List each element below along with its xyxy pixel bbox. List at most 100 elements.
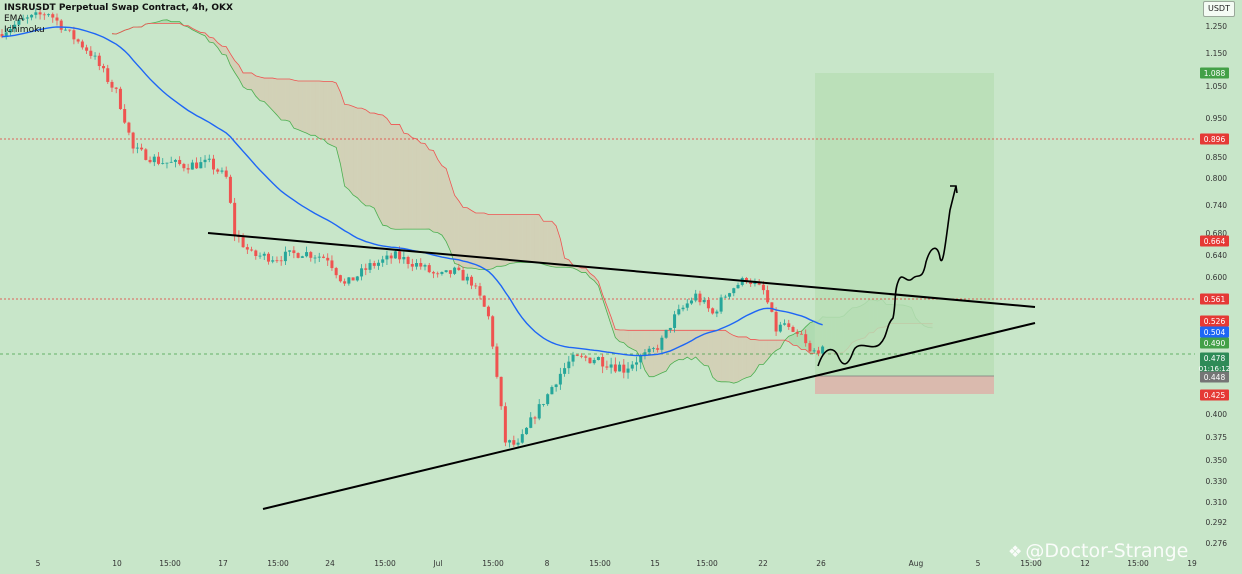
candle-body — [220, 170, 224, 172]
candle — [668, 327, 672, 333]
candle-body — [571, 354, 575, 362]
price-tick-label: 1.050 — [1206, 82, 1228, 91]
candle — [85, 44, 89, 55]
candle-body — [212, 158, 215, 170]
candle — [355, 275, 359, 282]
candle-body — [330, 260, 334, 269]
candle-body — [47, 14, 51, 16]
candle — [51, 12, 55, 23]
candle — [161, 158, 165, 165]
candle-body — [4, 32, 8, 37]
candle-body — [660, 337, 664, 350]
watermark: ❖ @Doctor-Strange — [1008, 540, 1188, 562]
candle-body — [224, 170, 228, 177]
price-tag-bg — [1200, 326, 1229, 338]
candle — [495, 343, 499, 379]
price-tag-label: 1.088 — [1204, 69, 1226, 78]
candle — [419, 258, 423, 270]
candle — [728, 292, 732, 300]
candle — [190, 159, 194, 170]
price-tick-label: 1.250 — [1206, 22, 1228, 31]
candle — [503, 402, 507, 447]
candle — [698, 290, 702, 306]
candle-body — [668, 327, 672, 330]
candle — [630, 361, 634, 371]
candle-body — [525, 427, 529, 435]
candle-body — [228, 176, 232, 203]
candle-body — [300, 256, 304, 258]
time-tick-label: 17 — [218, 559, 228, 568]
candle-body — [343, 281, 347, 284]
candle — [550, 385, 554, 395]
candle-body — [774, 311, 778, 332]
candle — [266, 252, 270, 265]
candle-body — [123, 109, 127, 123]
candle-body — [482, 295, 486, 307]
time-tick-label: Jul — [432, 559, 442, 568]
indicator-ichimoku[interactable]: Ichimoku — [4, 25, 45, 35]
candle — [360, 264, 364, 281]
price-tag-bg — [1200, 293, 1229, 305]
price-tag-label: 0.664 — [1204, 237, 1226, 246]
candle — [80, 39, 84, 50]
symbol-title[interactable]: INSRUSDT Perpetual Swap Contract, 4h, OK… — [4, 3, 233, 13]
candle — [55, 13, 59, 26]
price-tag-label: 0.448 — [1204, 373, 1226, 382]
candle-body — [245, 247, 249, 250]
candle — [118, 86, 122, 110]
candle — [685, 299, 689, 311]
candle — [660, 335, 664, 354]
candle — [68, 29, 72, 33]
price-tag: 0.425 — [1200, 389, 1229, 401]
price-axis: 1.2501.1501.0500.9500.9000.8500.8000.740… — [1196, 0, 1242, 574]
candle — [656, 344, 660, 353]
projected-path-arrowhead — [950, 185, 958, 194]
candle-body — [584, 356, 588, 358]
candle-body — [533, 417, 537, 419]
candle-body — [580, 355, 584, 357]
price-tick-label: 0.950 — [1206, 114, 1228, 123]
candle — [343, 278, 347, 286]
currency-label[interactable]: USDT — [1203, 1, 1235, 17]
candle-body — [275, 260, 279, 262]
price-tag-bg — [1200, 352, 1229, 375]
candle — [651, 346, 655, 353]
candle-body — [698, 293, 702, 303]
candle — [783, 319, 787, 326]
candle — [140, 143, 144, 151]
candle — [258, 252, 262, 259]
candle-body — [106, 68, 110, 82]
price-tick-label: 0.640 — [1206, 251, 1228, 260]
candle-body — [427, 265, 431, 273]
candle-body — [749, 281, 753, 285]
candle — [296, 252, 300, 259]
candle-body — [254, 250, 258, 256]
candle-body — [140, 147, 144, 150]
candle-body — [173, 159, 177, 162]
candle — [410, 258, 414, 272]
price-tag: 0.896 — [1200, 133, 1229, 145]
watermark-text: @Doctor-Strange — [1025, 540, 1189, 562]
stop-zone — [815, 376, 994, 394]
indicator-ema[interactable]: EMA — [4, 14, 24, 24]
candle-body — [381, 259, 385, 263]
candle-body — [279, 260, 283, 262]
candle — [626, 362, 630, 379]
candle-body — [702, 299, 706, 303]
candle-body — [431, 272, 435, 274]
candle-body — [647, 348, 651, 353]
candle — [816, 346, 820, 357]
candle — [575, 354, 579, 357]
candle — [224, 166, 228, 179]
candle-body — [389, 255, 393, 259]
candle-body — [635, 362, 638, 365]
candle — [182, 162, 186, 172]
candle-body — [546, 394, 550, 405]
candle — [245, 243, 249, 254]
candle — [123, 104, 127, 124]
candle-body — [21, 18, 25, 20]
candle — [770, 302, 774, 313]
candle-body — [415, 263, 419, 267]
